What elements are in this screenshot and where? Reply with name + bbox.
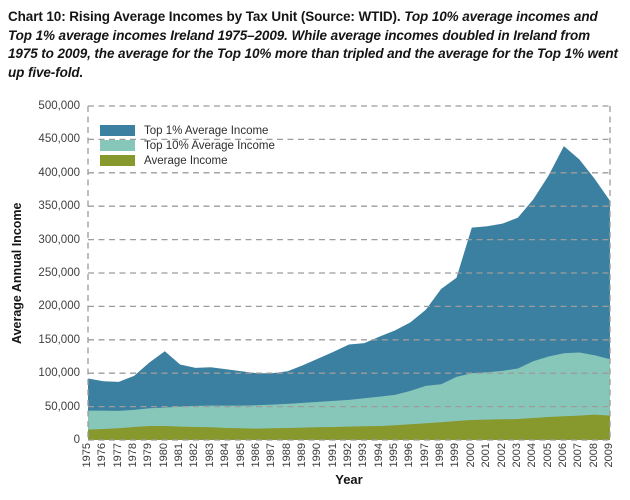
x-tick-label: 1997	[418, 443, 431, 468]
x-tick-label: 2006	[556, 443, 569, 468]
y-tick-label: 0	[73, 434, 80, 446]
x-tick-label: 1999	[449, 443, 462, 468]
y-tick-label: 350,000	[38, 200, 80, 213]
y-tick-label: 250,000	[38, 267, 80, 279]
x-tick-label: 1985	[234, 443, 247, 468]
y-tick-label: 200,000	[38, 300, 80, 313]
x-tick-label: 2001	[480, 443, 493, 468]
x-tick-label: 1989	[295, 443, 308, 468]
legend-swatch-average	[100, 155, 135, 166]
legend-label-top1: Top 1% Average Income	[144, 124, 269, 137]
x-tick-label: 2008	[587, 443, 600, 468]
x-tick-label: 1984	[219, 443, 232, 468]
x-axis-title: Year	[335, 472, 363, 487]
x-tick-label: 1992	[342, 443, 354, 468]
x-tick-label: 1995	[388, 443, 401, 468]
x-tick-label: 1987	[265, 443, 278, 468]
legend-swatch-top1	[100, 125, 135, 136]
x-tick-label: 1990	[311, 443, 324, 468]
x-tick-label: 1980	[157, 443, 170, 468]
y-tick-label: 50,000	[44, 400, 80, 413]
x-tick-label: 1998	[434, 443, 447, 468]
x-tick-label: 2002	[495, 443, 508, 468]
x-tick-label: 2004	[526, 443, 539, 468]
legend-swatch-top10	[100, 140, 135, 151]
x-tick-label: 1979	[142, 443, 155, 468]
area-average-income	[88, 414, 610, 440]
x-tick-label: 2003	[510, 443, 523, 468]
x-tick-label: 1978	[127, 443, 140, 468]
y-tick-label: 100,000	[38, 367, 80, 380]
legend-row: Average Income	[100, 154, 275, 167]
x-tick-label: 1988	[280, 443, 293, 468]
area-top-10-average-income	[88, 352, 610, 440]
y-tick-label: 150,000	[38, 333, 80, 346]
x-tick-label: 1994	[372, 443, 385, 468]
legend-row: Top 1% Average Income	[100, 124, 275, 137]
chart-title: Chart 10: Rising Average Incomes by Tax …	[8, 8, 622, 82]
chart-title-italic: Top 10% average incomes and Top 1% avera…	[8, 9, 618, 80]
legend-row: Top 10% Average Income	[100, 139, 275, 152]
x-tick-label: 1996	[403, 443, 416, 468]
x-tick-label: 1977	[111, 443, 124, 468]
area-top-1-average-income	[88, 146, 610, 440]
x-tick-label: 1986	[249, 443, 262, 468]
legend: Top 1% Average Income Top 10% Average In…	[100, 125, 275, 170]
legend-label-average: Average Income	[144, 154, 228, 167]
y-tick-label: 450,000	[38, 133, 80, 146]
chart-title-prefix: Chart 10: Rising Average Incomes by Tax …	[8, 9, 405, 24]
x-tick-label: 1976	[96, 443, 109, 468]
x-tick-label: 1982	[188, 443, 201, 468]
x-tick-label: 1991	[326, 443, 339, 468]
x-tick-label: 1993	[357, 443, 370, 468]
x-tick-label: 2000	[464, 443, 477, 468]
x-tick-label: 1981	[173, 443, 186, 468]
x-tick-label: 2007	[572, 443, 585, 468]
x-tick-label: 2009	[603, 443, 615, 468]
y-tick-label: 300,000	[38, 233, 80, 246]
legend-label-top10: Top 10% Average Income	[144, 139, 275, 152]
y-tick-label: 500,000	[38, 100, 80, 112]
x-tick-label: 1975	[81, 443, 93, 468]
x-tick-label: 1983	[203, 443, 216, 468]
y-tick-label: 400,000	[38, 166, 80, 179]
x-tick-label: 2005	[541, 443, 554, 468]
